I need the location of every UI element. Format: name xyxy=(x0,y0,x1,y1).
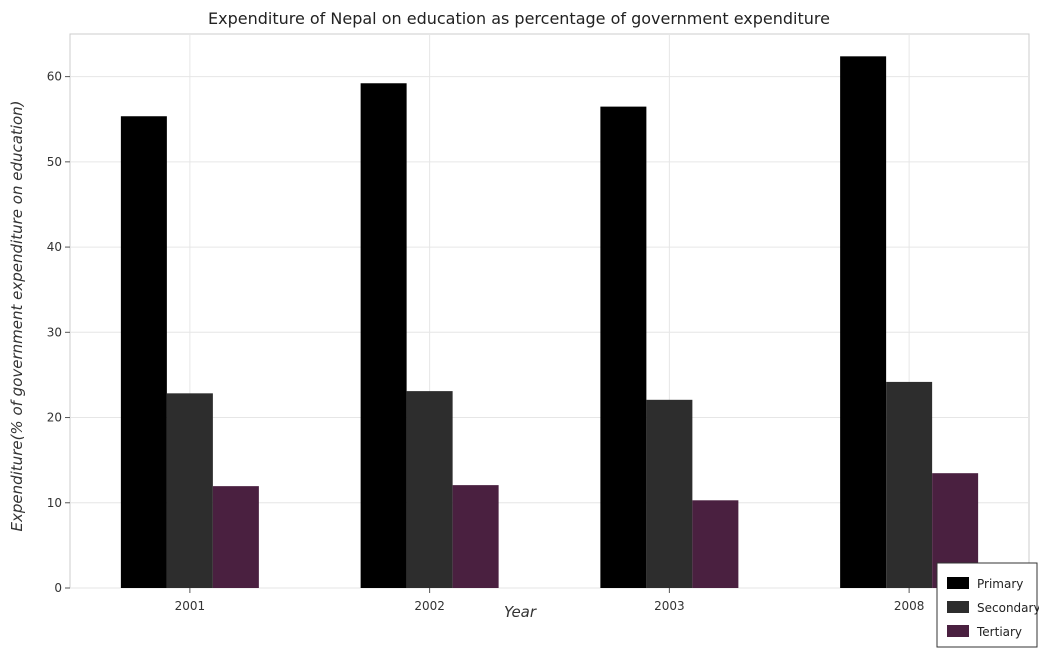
y-axis-label: Expenditure(% of government expenditure … xyxy=(8,101,26,532)
bar-secondary-2008 xyxy=(886,381,933,588)
legend-label-secondary: Secondary xyxy=(977,601,1039,615)
x-tick-label: 2008 xyxy=(894,599,925,613)
y-tick-label: 30 xyxy=(47,325,62,339)
y-tick-label: 0 xyxy=(54,581,62,595)
bar-primary-2001 xyxy=(120,116,167,589)
bar-primary-2003 xyxy=(600,106,647,589)
y-tick-label: 20 xyxy=(47,411,62,425)
legend-label-tertiary: Tertiary xyxy=(976,625,1022,639)
bar-secondary-2002 xyxy=(406,391,453,588)
x-tick-label: 2001 xyxy=(175,599,206,613)
bar-primary-2002 xyxy=(360,83,407,589)
legend-swatch-primary xyxy=(947,577,969,589)
x-tick-label: 2003 xyxy=(654,599,685,613)
legend: Primary Secondary Tertiary xyxy=(936,562,1039,648)
bar-tertiary-2001 xyxy=(212,486,259,588)
y-tick-label: 40 xyxy=(47,240,62,254)
y-tick-label: 50 xyxy=(47,155,62,169)
plot-area: 0 10 20 30 40 50 60 2001 2002 2003 2008 xyxy=(47,33,1030,613)
chart-title: Expenditure of Nepal on education as per… xyxy=(208,9,830,28)
bar-tertiary-2003 xyxy=(692,500,739,588)
bar-secondary-2003 xyxy=(646,399,693,588)
legend-label-primary: Primary xyxy=(977,577,1023,591)
legend-swatch-secondary xyxy=(947,601,969,613)
y-tick-label: 10 xyxy=(47,496,62,510)
y-tick-label: 60 xyxy=(47,70,62,84)
bar-tertiary-2002 xyxy=(452,485,499,588)
bar-secondary-2001 xyxy=(166,393,213,588)
bar-primary-2008 xyxy=(840,56,887,589)
legend-swatch-tertiary xyxy=(947,625,969,637)
x-tick-label: 2002 xyxy=(414,599,445,613)
x-axis-label: Year xyxy=(504,603,537,621)
